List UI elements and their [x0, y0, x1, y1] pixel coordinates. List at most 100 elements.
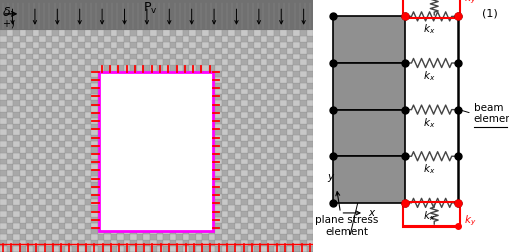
Bar	[235, 71, 241, 77]
Bar	[59, 165, 65, 170]
Bar	[118, 124, 124, 130]
Bar	[91, 182, 98, 188]
Bar	[261, 141, 267, 147]
Bar	[189, 130, 195, 135]
Bar	[287, 165, 294, 170]
Bar	[13, 235, 19, 240]
Bar	[130, 106, 137, 112]
Bar	[294, 112, 300, 118]
Bar	[52, 205, 59, 211]
Text: $+)$: $+)$	[2, 17, 15, 30]
Bar	[72, 246, 78, 252]
Bar	[202, 217, 209, 223]
Bar	[306, 42, 313, 48]
Bar	[33, 118, 39, 124]
Bar	[78, 112, 85, 118]
Bar	[189, 65, 195, 71]
Bar	[118, 48, 124, 54]
Bar	[98, 124, 104, 130]
Bar	[7, 71, 13, 77]
Bar	[111, 94, 118, 100]
Bar	[267, 112, 274, 118]
Bar	[235, 106, 241, 112]
Bar	[59, 147, 65, 153]
Bar	[13, 165, 19, 170]
Bar	[26, 182, 33, 188]
Bar	[189, 240, 195, 246]
Bar	[195, 48, 202, 54]
Bar	[287, 153, 294, 159]
Bar	[46, 205, 52, 211]
Bar	[150, 246, 156, 252]
Bar	[215, 188, 222, 194]
Bar	[13, 83, 19, 89]
Bar	[118, 94, 124, 100]
Bar	[26, 223, 33, 229]
Bar	[85, 100, 91, 106]
Bar	[248, 59, 254, 65]
Bar	[111, 159, 118, 165]
Bar	[19, 200, 26, 205]
Bar	[267, 124, 274, 130]
Bar	[248, 130, 254, 135]
Bar	[267, 170, 274, 176]
Bar	[222, 112, 228, 118]
Bar	[137, 182, 144, 188]
Bar	[111, 124, 118, 130]
Bar	[274, 112, 280, 118]
Bar	[163, 112, 169, 118]
Bar	[130, 188, 137, 194]
Bar	[189, 159, 195, 165]
Bar	[183, 182, 189, 188]
Bar	[300, 130, 306, 135]
Bar	[267, 48, 274, 54]
Bar	[176, 217, 183, 223]
Bar	[59, 118, 65, 124]
Bar	[176, 223, 183, 229]
Bar	[118, 194, 124, 200]
Bar	[26, 200, 33, 205]
Bar	[65, 135, 72, 141]
Bar	[85, 223, 91, 229]
Bar	[13, 124, 19, 130]
Bar	[150, 141, 156, 147]
Bar	[78, 77, 85, 83]
Bar	[183, 235, 189, 240]
Bar	[0, 223, 7, 229]
Bar	[287, 71, 294, 77]
Bar	[46, 141, 52, 147]
Bar	[85, 159, 91, 165]
Bar	[150, 211, 156, 217]
Bar	[169, 59, 176, 65]
Bar	[39, 205, 46, 211]
Bar	[91, 71, 98, 77]
Bar	[248, 77, 254, 83]
Bar	[209, 205, 215, 211]
Bar	[0, 130, 7, 135]
Bar	[222, 229, 228, 235]
Bar	[222, 124, 228, 130]
Bar	[130, 182, 137, 188]
Bar	[280, 188, 287, 194]
Bar	[104, 235, 111, 240]
Bar	[294, 141, 300, 147]
Bar	[176, 205, 183, 211]
Bar	[46, 194, 52, 200]
Bar	[248, 141, 254, 147]
Bar	[202, 59, 209, 65]
Bar	[124, 223, 130, 229]
Bar	[26, 235, 33, 240]
Bar	[13, 170, 19, 176]
Bar	[261, 246, 267, 252]
Bar	[248, 176, 254, 182]
Bar	[163, 118, 169, 124]
Bar	[222, 205, 228, 211]
Bar	[287, 100, 294, 106]
Bar	[0, 54, 7, 59]
Bar	[78, 124, 85, 130]
Bar	[209, 240, 215, 246]
Bar	[144, 153, 150, 159]
Bar	[85, 124, 91, 130]
Bar	[52, 170, 59, 176]
Bar	[294, 246, 300, 252]
